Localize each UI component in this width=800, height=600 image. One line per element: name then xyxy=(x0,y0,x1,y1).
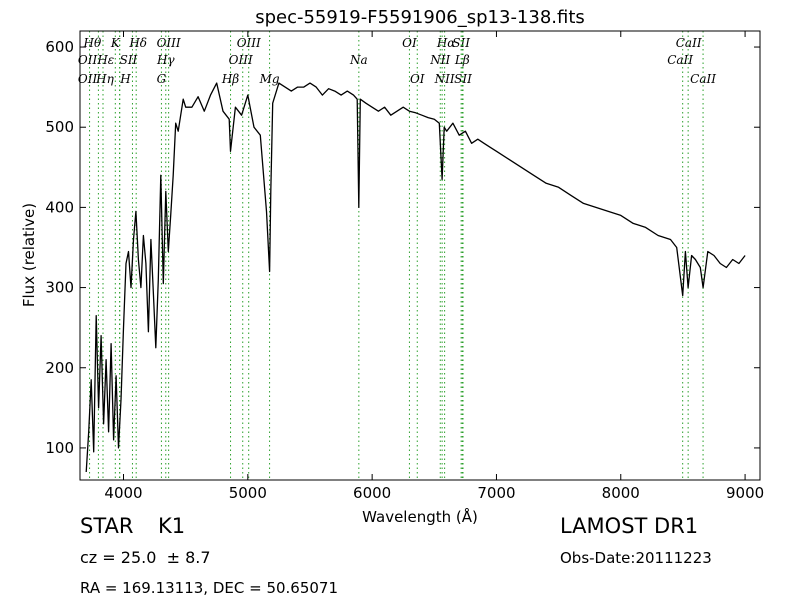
line-marker-label: CaII xyxy=(667,53,693,67)
line-marker-label: Mg xyxy=(259,72,280,86)
x-tick-label: 6000 xyxy=(353,484,391,502)
line-markers: OII OII Hθ Hη K Hε SII H Hδ OIII Hγ G Hβ OIII OIII Mg Na… xyxy=(78,31,716,480)
line-marker-label: Lβ xyxy=(454,53,470,67)
spectrum-line xyxy=(85,82,746,473)
line-marker-label: OIII xyxy=(229,53,253,67)
line-marker-label: Hα xyxy=(436,36,456,50)
chart-title: spec-55919-F5591906_sp13-138.fits xyxy=(255,7,585,28)
y-tick-label: 300 xyxy=(45,279,74,297)
x-axis-label: Wavelength (Å) xyxy=(362,507,478,526)
line-marker-label: Hε xyxy=(96,53,114,67)
y-tick-label: 500 xyxy=(45,118,74,136)
line-marker-label: H xyxy=(119,72,131,86)
line-marker-label: NII xyxy=(429,53,450,67)
x-tick-label: 5000 xyxy=(229,484,267,502)
line-marker-label: SII xyxy=(454,72,472,86)
line-marker-label: OII xyxy=(78,53,98,67)
line-marker-label: OIII xyxy=(157,36,181,50)
line-marker-label: OI xyxy=(402,36,417,50)
x-tick-label: 9000 xyxy=(726,484,764,502)
y-axis-label: Flux (relative) xyxy=(20,203,38,307)
spectral-subclass: K1 xyxy=(158,514,186,538)
redshift-value: cz = 25.0 ± 8.7 xyxy=(80,548,211,567)
line-marker-label: Hδ xyxy=(128,36,147,50)
object-class: STAR xyxy=(80,514,134,538)
line-marker-label: Hγ xyxy=(156,53,175,67)
line-marker-label: CaII xyxy=(690,72,716,86)
line-marker-label: SII xyxy=(452,36,470,50)
line-marker-label: K xyxy=(110,36,121,50)
coordinates: RA = 169.13113, DEC = 50.65071 xyxy=(80,579,339,597)
x-tick-label: 4000 xyxy=(104,484,142,502)
series-layer xyxy=(85,82,746,473)
line-marker-label: OIII xyxy=(237,36,261,50)
line-marker-label: OII xyxy=(78,72,98,86)
line-marker-label: OI xyxy=(410,72,425,86)
line-marker-label: Na xyxy=(349,53,368,67)
y-tick-label: 400 xyxy=(45,198,74,216)
x-tick-label: 7000 xyxy=(477,484,515,502)
line-marker-label: Hβ xyxy=(221,72,239,86)
line-marker-label: Hθ xyxy=(83,36,102,50)
y-tick-label: 200 xyxy=(45,359,74,377)
line-marker-label: Hη xyxy=(95,72,114,86)
line-marker-label: CaII xyxy=(676,36,702,50)
observation-date: Obs-Date:20111223 xyxy=(560,549,712,567)
plot-frame xyxy=(79,30,761,481)
line-marker-label: SII xyxy=(120,53,138,67)
x-tick-label: 8000 xyxy=(602,484,640,502)
axis-ticks: 4000 5000 6000 7000 8000 9000 100 200 300 400 500 6… xyxy=(45,31,764,502)
line-marker-label: G xyxy=(157,72,167,86)
survey-name: LAMOST DR1 xyxy=(560,514,699,538)
y-tick-label: 600 xyxy=(45,38,74,56)
y-tick-label: 100 xyxy=(45,439,74,457)
line-marker-label: NII xyxy=(434,72,455,86)
